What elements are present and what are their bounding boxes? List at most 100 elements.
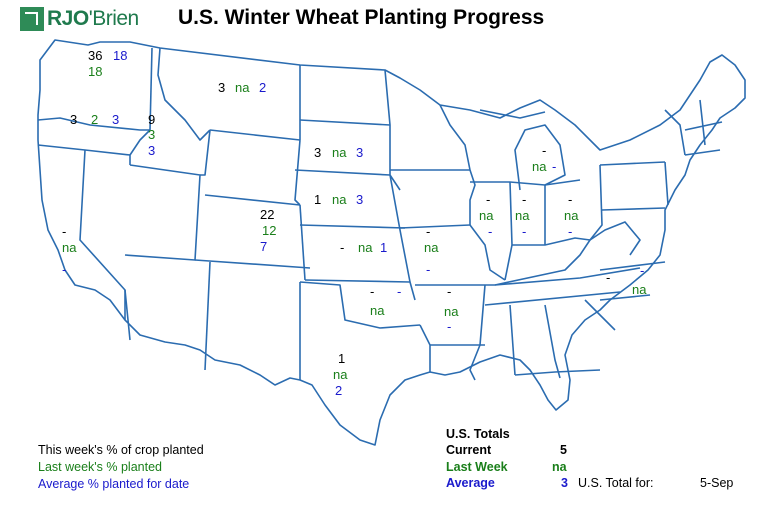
border-ut-co-az-nm <box>194 259 311 269</box>
mo-last-week: na <box>424 240 439 255</box>
ar-average: - <box>447 319 452 334</box>
totals-last-week-value: na <box>552 460 567 474</box>
border-oh-pa <box>589 164 603 241</box>
nc-current: - <box>606 270 611 285</box>
ok-current: - <box>370 284 375 299</box>
tx-current: 1 <box>338 351 346 366</box>
rjo-brien-logo: RJO'Brien <box>20 4 139 34</box>
border-or-ca <box>37 144 131 156</box>
or-last-week: 2 <box>91 112 99 127</box>
border-nj <box>664 161 669 206</box>
totals-average-value: 3 <box>561 476 568 490</box>
ks-last-week: na <box>358 240 373 255</box>
nc-average: - <box>640 263 645 278</box>
border-ne-ks <box>299 224 406 229</box>
border-pa-ny <box>599 161 666 166</box>
border-ks-ok <box>304 279 411 283</box>
mt-current: 3 <box>218 80 226 95</box>
logo-mark-icon <box>20 7 44 31</box>
in-average: - <box>522 224 527 239</box>
in-current: - <box>522 192 527 207</box>
ok-last-week: na <box>370 303 385 318</box>
border-ky-tn <box>494 267 641 286</box>
tx-average: 2 <box>335 383 343 398</box>
border-ar-ms <box>479 284 486 346</box>
border-ny-vt <box>664 109 686 156</box>
il-average: - <box>488 224 493 239</box>
mi-average: - <box>552 159 557 174</box>
wa-current: 36 <box>88 48 103 63</box>
in-last-week: na <box>515 208 530 223</box>
border-mn-wi <box>439 104 471 171</box>
map-legend: This week's % of crop planted Last week'… <box>38 442 204 493</box>
total-for-label: U.S. Total for: <box>578 476 654 490</box>
sd-average: 3 <box>356 145 364 160</box>
border-ia-il <box>469 169 476 225</box>
border-ms-al <box>509 304 516 376</box>
totals-heading: U.S. Totals <box>446 427 510 441</box>
or-current: 3 <box>70 112 78 127</box>
oh-current: - <box>568 192 573 207</box>
mt-last-week: na <box>235 80 250 95</box>
ne-current: 1 <box>314 192 322 207</box>
border-michigan-up <box>479 109 546 119</box>
border-wv-va <box>589 221 641 256</box>
or-average: 3 <box>112 112 120 127</box>
border-ok-tx <box>299 281 421 329</box>
sd-current: 3 <box>314 145 322 160</box>
border-tn-south <box>484 291 621 306</box>
border-az-ca <box>124 289 131 341</box>
mo-current: - <box>426 224 431 239</box>
ok-average: - <box>397 284 402 299</box>
ca-current: - <box>62 224 67 239</box>
border-nc-sc <box>599 294 651 301</box>
border-wy-co <box>204 194 301 206</box>
page-title: U.S. Winter Wheat Planting Progress <box>178 6 545 29</box>
totals-last-week-label: Last Week <box>446 460 508 474</box>
us-outline <box>37 39 746 446</box>
border-az-nm <box>204 261 211 371</box>
ks-current: - <box>340 240 345 255</box>
ca-last-week: na <box>62 240 77 255</box>
co-last-week: 12 <box>262 223 277 238</box>
border-ga-fl <box>514 369 601 376</box>
ca-average: - <box>62 262 67 277</box>
id-current: 9 <box>148 112 156 127</box>
il-current: - <box>486 192 491 207</box>
border-ca-nv <box>79 149 126 320</box>
nc-last-week: na <box>632 282 647 297</box>
mi-current: - <box>542 143 547 158</box>
border-va-nc <box>599 261 666 271</box>
border-ga-sc <box>584 299 616 331</box>
legend-last-week: Last week's % planted <box>38 460 162 474</box>
totals-current-label: Current <box>446 443 492 457</box>
border-il-in <box>504 181 513 281</box>
wa-last-week: 18 <box>88 64 103 79</box>
ar-last-week: na <box>444 304 459 319</box>
ne-average: 3 <box>356 192 364 207</box>
border-ia-mo <box>399 224 471 229</box>
mt-average: 2 <box>259 80 267 95</box>
border-al-ga <box>544 304 561 379</box>
border-michigan-lp <box>514 124 566 191</box>
border-wa-id <box>149 47 153 131</box>
border-pa-md <box>601 207 666 211</box>
legend-average: Average % planted for date <box>38 477 190 491</box>
total-for-date: 5-Sep <box>700 476 734 490</box>
border-mo-il <box>469 224 506 281</box>
wa-average: 18 <box>113 48 128 63</box>
border-or-id <box>129 129 151 165</box>
legend-current: This week's % of crop planted <box>38 443 204 457</box>
id-last-week: 3 <box>148 127 156 142</box>
border-ne-states <box>684 99 723 156</box>
mo-average: - <box>426 262 431 277</box>
co-average: 7 <box>260 239 268 254</box>
border-ne-ia-mo <box>389 174 416 301</box>
border-id-wy-ut <box>200 129 211 176</box>
oh-last-week: na <box>564 208 579 223</box>
ks-average: 1 <box>380 240 388 255</box>
border-nd-sd <box>299 119 391 126</box>
id-average: 3 <box>148 143 156 158</box>
mi-last-week: na <box>532 159 547 174</box>
sd-last-week: na <box>332 145 347 160</box>
